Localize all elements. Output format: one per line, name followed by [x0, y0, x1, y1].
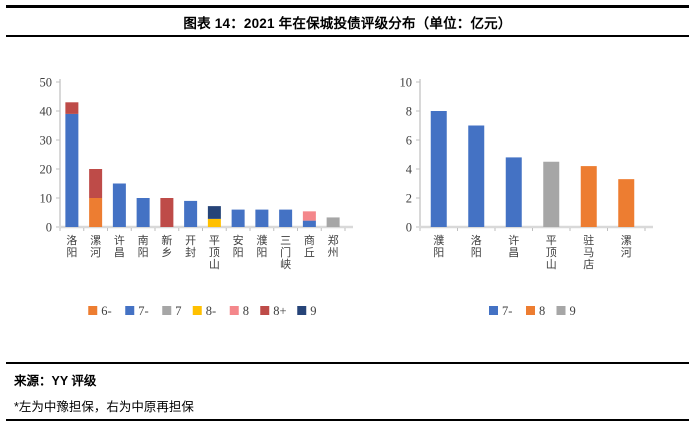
bar-segment-8 — [580, 166, 597, 227]
category-label: 濮阳 — [256, 233, 267, 259]
category-label: 许昌 — [114, 234, 125, 259]
y-tick-label: 50 — [40, 76, 53, 90]
y-tick-label: 8 — [406, 105, 412, 119]
legend-label: 8- — [206, 304, 216, 318]
category-label: 南阳 — [138, 234, 149, 259]
legend-label: 9 — [310, 304, 316, 318]
legend-swatch — [526, 306, 535, 315]
legend-swatch — [125, 306, 135, 315]
y-tick-label: 10 — [40, 192, 53, 206]
bar-segment-9 — [207, 206, 221, 219]
category-label: 新乡 — [161, 233, 172, 259]
legend-label: 7 — [175, 304, 181, 318]
y-tick-label: 6 — [406, 134, 412, 148]
bar-segment-7- — [255, 209, 269, 227]
bar-segment-7- — [505, 157, 522, 227]
category-label: 安阳 — [233, 233, 244, 259]
legend-label: 6- — [101, 304, 111, 318]
y-tick-label: 0 — [406, 221, 412, 235]
legend-swatch — [162, 306, 172, 315]
legend-swatch — [229, 306, 239, 315]
legend-swatch — [297, 306, 307, 315]
category-label: 漯河 — [90, 234, 101, 259]
category-label: 濮阳 — [433, 233, 444, 259]
category-label: 洛阳 — [66, 233, 77, 259]
y-tick-label: 4 — [406, 163, 413, 177]
legend-label: 8 — [243, 304, 249, 318]
bar-segment-8- — [207, 218, 221, 227]
y-tick-label: 10 — [400, 76, 413, 90]
y-tick-label: 2 — [406, 192, 412, 206]
bar-segment-7- — [65, 113, 79, 227]
y-tick-label: 40 — [40, 105, 53, 119]
legend-swatch — [260, 306, 270, 315]
category-label: 洛阳 — [471, 233, 482, 259]
bar-segment-7- — [184, 200, 198, 227]
bar-segment-7- — [468, 125, 485, 227]
charts-row: 0 10 20 30 40 50 洛阳 漯河 许昌 南阳 新乡 开封 平顶山 安阳 濮阳 三门峡 商丘 郑州 6- 7… — [0, 60, 695, 360]
bar-segment-7- — [112, 183, 126, 227]
legend-label: 9 — [570, 304, 576, 318]
category-label: 郑州 — [328, 233, 339, 259]
bar-segment-9 — [543, 161, 560, 227]
bar-segment-7- — [302, 220, 316, 227]
bar-segment-7- — [279, 209, 293, 227]
bar-segment-7- — [430, 111, 447, 227]
bar-segment-8+ — [89, 169, 103, 198]
category-label: 平顶山 — [209, 235, 220, 271]
category-label: 漯河 — [621, 234, 632, 259]
y-tick-label: 30 — [40, 134, 53, 148]
category-label: 开封 — [185, 235, 196, 259]
bar-segment-8+ — [160, 198, 174, 227]
bar-segment-8 — [302, 211, 316, 221]
legend-label: 8 — [539, 304, 545, 318]
category-label: 许昌 — [508, 234, 519, 259]
category-label: 商丘 — [304, 233, 315, 259]
legend-swatch — [192, 306, 202, 315]
legend-swatch — [489, 306, 498, 315]
legend-label: 8+ — [273, 304, 286, 318]
legend-label: 7- — [138, 304, 148, 318]
bar-segment-7 — [326, 217, 340, 227]
bar-segment-7- — [136, 198, 150, 227]
footnote: *左为中豫担保，右为中原再担保 — [14, 400, 194, 414]
y-tick-label: 20 — [40, 163, 53, 177]
legend-swatch — [88, 306, 98, 315]
y-tick-label: 0 — [46, 221, 52, 235]
title-divider — [6, 35, 689, 37]
bar-segment-8+ — [65, 102, 79, 114]
legend-label: 7- — [502, 304, 512, 318]
category-label: 平顶山 — [546, 235, 557, 271]
legend-swatch — [556, 306, 566, 315]
bottom-divider — [6, 419, 689, 421]
bar-segment-7- — [231, 209, 245, 227]
bar-segment-8 — [618, 179, 635, 227]
figure-title: 图表 14：2021 年在保城投债评级分布（单位：亿元） — [183, 16, 512, 31]
top-divider — [6, 5, 689, 8]
right-bar-chart: 0 2 4 6 8 10 濮阳 洛阳 许昌 平顶山 驻马店 漯河 7- 8 9 — [400, 76, 653, 318]
footer-divider — [6, 362, 689, 364]
source-note: 来源：YY 评级 — [14, 374, 97, 388]
category-label: 三门峡 — [280, 235, 291, 271]
category-label: 驻马店 — [583, 233, 594, 271]
bar-segment-6- — [89, 198, 103, 227]
